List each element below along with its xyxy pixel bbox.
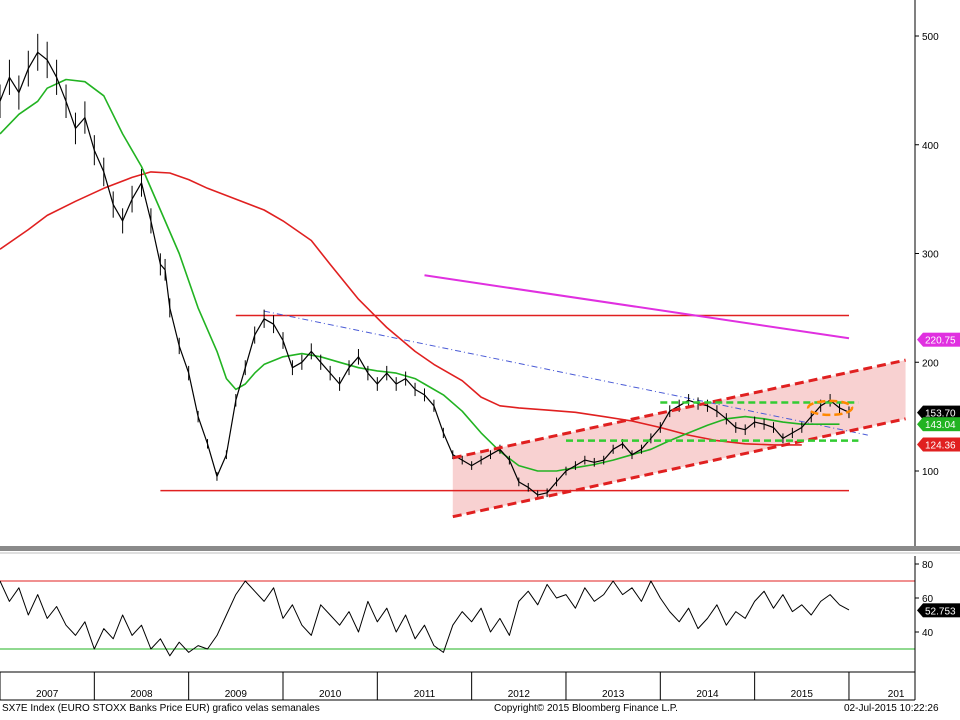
magenta-line	[424, 274, 850, 340]
x-tick-label: 2009	[225, 689, 248, 700]
panel-separator	[0, 546, 960, 551]
value-badge-label: 220.75	[925, 336, 956, 347]
value-badge	[923, 405, 960, 420]
price-series	[0, 51, 850, 496]
rsi-panel	[0, 580, 915, 657]
badge-pointer	[917, 437, 923, 452]
channel-fill	[452, 360, 906, 517]
footer-timestamp: 02-Jul-2015 10:22:26	[844, 703, 939, 714]
value-badge-label: 153.70	[925, 409, 956, 420]
footer-copyright: Copyright© 2015 Bloomberg Finance L.P.	[494, 703, 678, 714]
ma-short-series	[0, 78, 840, 472]
blue-trendline	[263, 310, 868, 436]
value-badge-label: 124.36	[925, 441, 956, 452]
y-tick-label: 500	[922, 32, 939, 43]
y-tick-label: 400	[922, 141, 939, 152]
y-tick-label: 200	[922, 358, 939, 369]
ma-long-series	[0, 171, 802, 446]
badge-pointer	[917, 332, 923, 347]
rsi-value-badge	[923, 603, 960, 618]
x-tick-label: 2008	[130, 689, 153, 700]
x-tick-label: 2012	[508, 689, 531, 700]
rsi-tick-label: 80	[922, 560, 934, 571]
y-tick-label: 100	[922, 467, 939, 478]
badge-pointer	[917, 417, 923, 432]
price-panel	[0, 33, 906, 519]
x-tick-label: 2011	[414, 689, 436, 700]
value-badge-label: 143.04	[925, 420, 956, 431]
y-tick-label: 300	[922, 250, 939, 261]
x-tick-label: 2014	[696, 689, 719, 700]
value-badge	[923, 417, 960, 432]
rsi-badge-pointer	[917, 603, 923, 618]
rsi-tick-label: 60	[922, 594, 934, 605]
x-tick-label: 2015	[791, 689, 814, 700]
x-tick-label: 2010	[319, 689, 342, 700]
rsi-series	[0, 580, 850, 657]
rsi-tick-label: 40	[922, 628, 934, 639]
value-badge	[923, 332, 960, 347]
channel-lower	[452, 417, 906, 519]
orange-ellipse	[806, 399, 854, 417]
x-tick-label: 2013	[602, 689, 625, 700]
channel-upper	[452, 358, 906, 460]
x-tick-label: 201	[888, 689, 905, 700]
rsi-value-badge-label: 52.753	[925, 606, 956, 617]
x-tick-label: 2007	[36, 689, 59, 700]
badge-pointer	[917, 405, 923, 420]
value-badge	[923, 437, 960, 452]
footer-title: SX7E Index (EURO STOXX Banks Price EUR) …	[2, 703, 320, 714]
